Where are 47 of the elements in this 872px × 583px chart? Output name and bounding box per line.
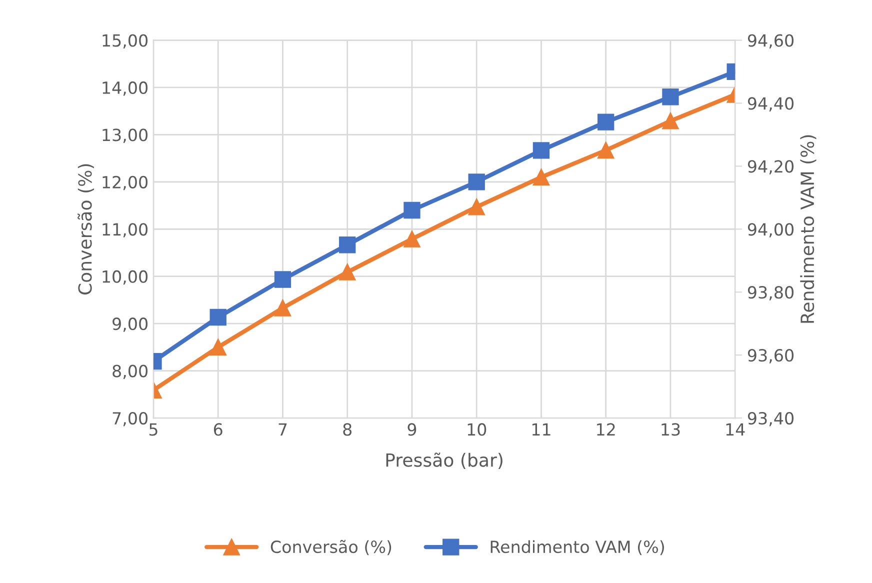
point — [210, 338, 226, 356]
point — [662, 112, 679, 130]
y-tick-label: 14,00 — [102, 81, 148, 96]
y2-axis-title: Rendimento VAM (%) — [800, 135, 816, 323]
point — [532, 142, 550, 159]
point — [274, 300, 292, 316]
x-tick-label: 12 — [597, 423, 615, 436]
point — [339, 236, 356, 254]
x-tick-label: 6 — [214, 423, 222, 436]
point — [404, 230, 420, 248]
x-tick-label: 11 — [532, 423, 550, 436]
y2-tick-label: 93,40 — [748, 412, 794, 426]
point — [274, 271, 292, 288]
y-tick-label: 9,00 — [112, 318, 148, 332]
y-tick-label: 11,00 — [102, 223, 148, 238]
point — [598, 114, 614, 130]
y2-tick-label: 94,20 — [748, 160, 794, 174]
x-tick-label: 8 — [343, 423, 352, 436]
y-tick-label: 13,00 — [102, 128, 148, 143]
point — [468, 198, 485, 216]
x-tick-label: 5 — [149, 423, 158, 436]
y2-tick-label: 94,40 — [748, 97, 794, 112]
point — [598, 142, 614, 159]
point — [339, 264, 356, 280]
y2-tick-label: 93,60 — [748, 349, 794, 364]
point — [662, 88, 679, 106]
y-axis-title: Conversão (%) — [78, 164, 94, 295]
x-tick-label: 9 — [408, 423, 416, 436]
legend-label: Rendimento VAM (%) — [490, 540, 664, 556]
point — [404, 202, 420, 219]
y-tick-label: 7,00 — [112, 412, 148, 426]
x-tick-label: 10 — [468, 423, 486, 436]
x-tick-label: 7 — [278, 423, 287, 436]
x-tick-label: 14 — [726, 423, 745, 436]
point — [210, 308, 226, 326]
y2-tick-label: 93,80 — [748, 286, 794, 300]
point — [468, 174, 485, 190]
x-tick-label: 13 — [662, 423, 680, 436]
legend-label: Conversão (%) — [270, 540, 392, 556]
point — [532, 168, 550, 186]
x-axis-title: Pressão (bar) — [386, 452, 502, 469]
y-tick-label: 12,00 — [102, 176, 148, 190]
y2-tick-label: 94,00 — [748, 223, 794, 238]
y2-tick-label: 94,60 — [748, 34, 794, 48]
y-tick-label: 15,00 — [102, 34, 148, 48]
y-tick-label: 8,00 — [112, 364, 148, 380]
y-tick-label: 10,00 — [102, 270, 148, 285]
